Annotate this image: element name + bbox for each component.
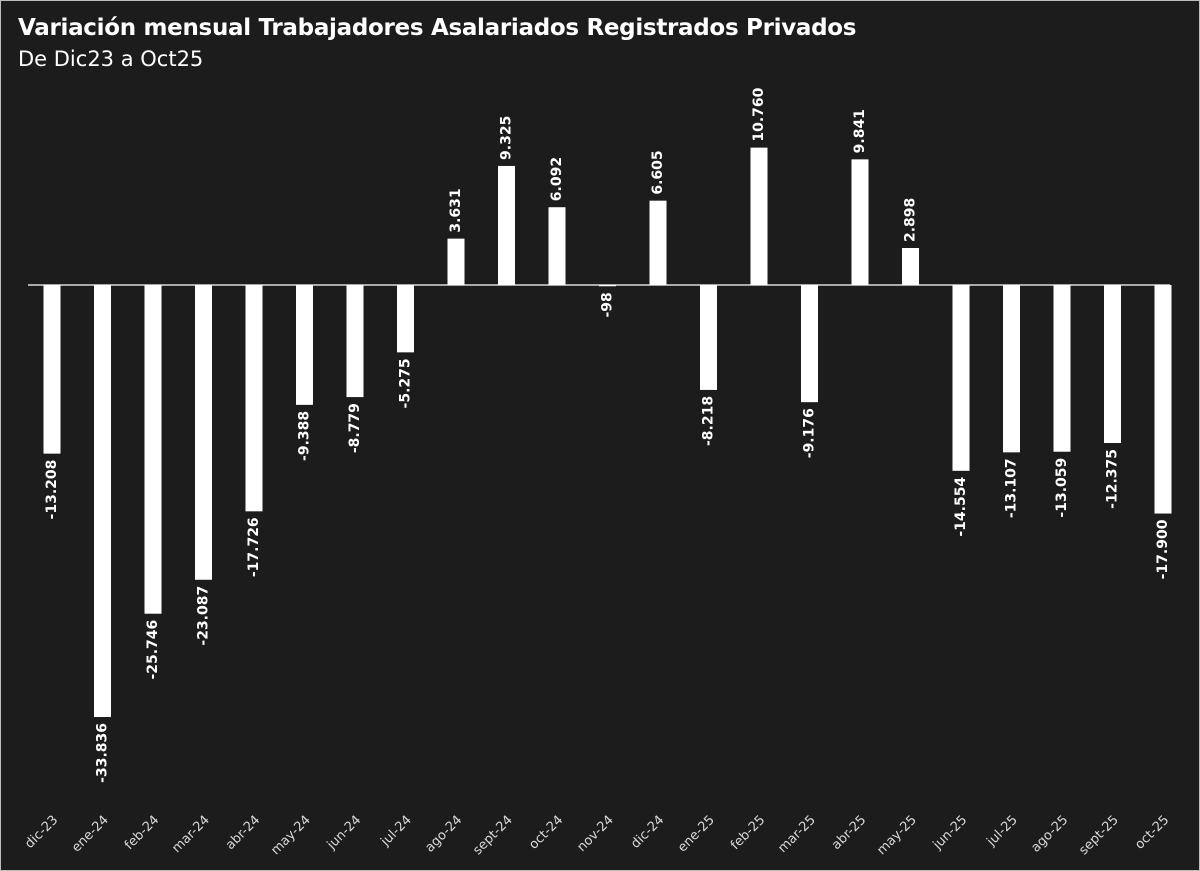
x-tick-sept-25: sept-25 <box>1076 813 1122 859</box>
x-tick-may-25: may-25 <box>874 813 919 858</box>
bar-nov-24 <box>599 285 616 287</box>
data-label-sept-24: 9.325 <box>499 116 515 160</box>
bar-jun-24 <box>346 285 364 398</box>
x-tick-jun-25: jun-25 <box>930 813 971 854</box>
data-label-jul-25: -13.107 <box>1004 458 1020 518</box>
x-tick-ene-24: ene-24 <box>69 813 112 856</box>
bar-abr-25 <box>851 159 869 285</box>
x-tick-mar-24: mar-24 <box>169 813 212 856</box>
bar-jun-25 <box>952 285 970 471</box>
bar-oct-24 <box>548 207 566 285</box>
data-label-may-25: 2.898 <box>903 198 919 242</box>
bar-feb-25 <box>750 147 768 285</box>
data-label-ene-24: -33.836 <box>95 723 111 783</box>
bar-feb-24 <box>144 285 162 614</box>
bar-ago-24 <box>447 238 465 285</box>
x-tick-jun-24: jun-24 <box>324 813 365 854</box>
bar-abr-24 <box>245 285 263 512</box>
bar-mar-24 <box>195 285 212 580</box>
data-label-jun-24: -8.779 <box>347 403 363 453</box>
chart-title: Variación mensual Trabajadores Asalariad… <box>18 15 857 41</box>
data-label-sept-25: -12.375 <box>1105 449 1121 509</box>
x-tick-may-24: may-24 <box>268 813 313 858</box>
x-tick-feb-24: feb-24 <box>122 813 162 853</box>
bar-oct-25 <box>1154 285 1172 514</box>
x-tick-abr-25: abr-25 <box>829 813 869 853</box>
x-tick-jul-25: jul-25 <box>984 813 1021 850</box>
bar-mar-25 <box>801 285 818 403</box>
bar-may-25 <box>902 247 919 285</box>
bar-jul-24 <box>397 285 414 353</box>
data-label-feb-24: -25.746 <box>145 620 161 680</box>
data-label-abr-24: -17.726 <box>246 517 262 577</box>
data-label-dic-24: 6.605 <box>650 150 666 194</box>
bar-sept-25 <box>1104 285 1121 443</box>
x-tick-ene-25: ene-25 <box>675 813 718 856</box>
data-label-nov-24: -98 <box>600 292 616 317</box>
x-tick-ago-24: ago-24 <box>422 813 465 856</box>
bar-ene-24 <box>94 285 111 717</box>
data-label-oct-24: 6.092 <box>549 157 565 201</box>
x-tick-dic-24: dic-24 <box>628 813 667 852</box>
x-tick-abr-24: abr-24 <box>223 813 263 853</box>
x-tick-ago-25: ago-25 <box>1028 813 1071 856</box>
data-label-mar-24: -23.087 <box>196 586 212 646</box>
data-label-ago-25: -13.059 <box>1054 458 1070 518</box>
x-tick-jul-24: jul-24 <box>378 813 415 850</box>
data-label-oct-25: -17.900 <box>1155 519 1171 579</box>
bar-ago-25 <box>1053 285 1071 452</box>
bar-ene-25 <box>700 285 717 390</box>
x-tick-dic-23: dic-23 <box>22 813 61 852</box>
x-tick-oct-24: oct-24 <box>526 813 566 853</box>
bar-may-24 <box>296 285 313 405</box>
data-label-feb-25: 10.760 <box>751 87 767 141</box>
x-tick-oct-25: oct-25 <box>1132 813 1172 853</box>
bar-dic-23 <box>43 285 61 454</box>
x-tick-nov-24: nov-24 <box>575 813 617 855</box>
bar-sept-24 <box>498 165 515 285</box>
bar-jul-25 <box>1003 285 1020 453</box>
chart-subtitle: De Dic23 a Oct25 <box>18 47 204 71</box>
data-label-ago-24: 3.631 <box>448 188 464 232</box>
x-tick-mar-25: mar-25 <box>775 813 818 856</box>
data-label-jun-25: -14.554 <box>953 477 969 537</box>
data-label-ene-25: -8.218 <box>701 396 717 446</box>
x-tick-sept-24: sept-24 <box>470 813 516 859</box>
data-label-dic-23: -13.208 <box>44 460 60 520</box>
bar-dic-24 <box>649 200 667 285</box>
x-tick-feb-25: feb-25 <box>728 813 768 853</box>
data-label-may-24: -9.388 <box>297 411 313 461</box>
data-label-jul-24: -5.275 <box>398 358 414 408</box>
data-label-mar-25: -9.176 <box>802 408 818 458</box>
data-label-abr-25: 9.841 <box>852 109 868 153</box>
